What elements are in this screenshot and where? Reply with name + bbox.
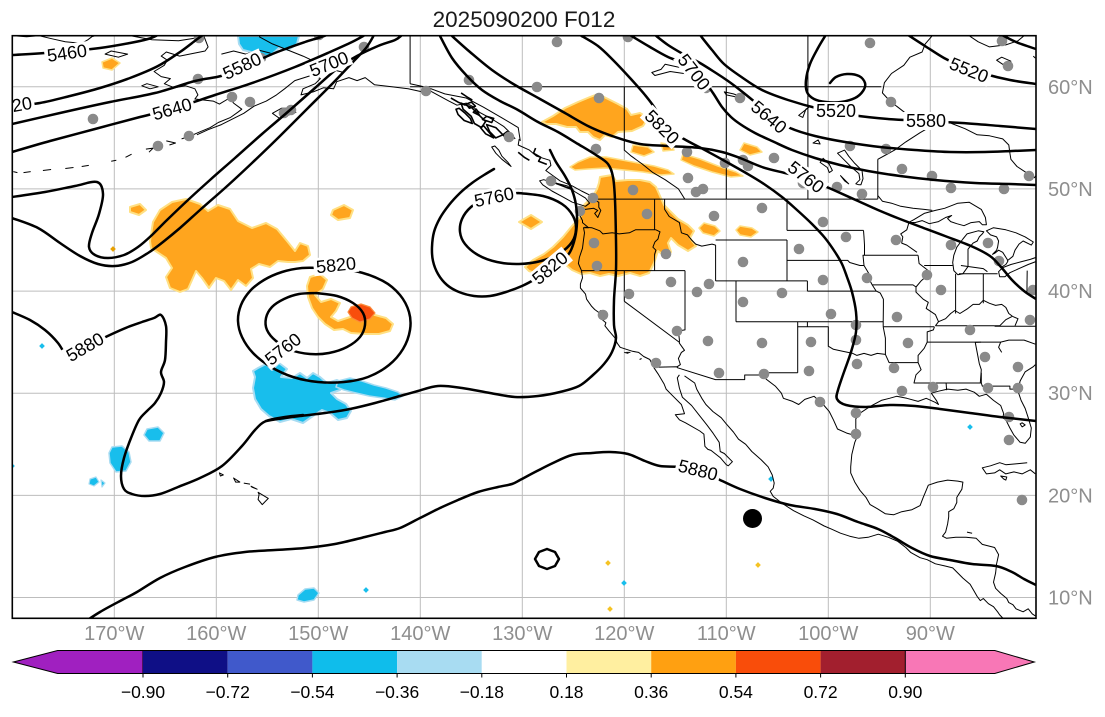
svg-text:0.72: 0.72 (804, 682, 838, 702)
svg-text:150°W: 150°W (288, 623, 348, 645)
svg-text:0.36: 0.36 (634, 682, 668, 702)
svg-text:0.18: 0.18 (549, 682, 583, 702)
svg-text:5520: 5520 (816, 101, 856, 121)
svg-text:5520: 5520 (0, 93, 33, 120)
svg-text:10°N: 10°N (1048, 588, 1093, 610)
svg-text:60°N: 60°N (1048, 77, 1093, 99)
svg-text:5820: 5820 (315, 253, 357, 277)
svg-text:160°W: 160°W (186, 623, 246, 645)
svg-text:40°N: 40°N (1048, 281, 1093, 303)
svg-text:−0.72: −0.72 (206, 682, 250, 702)
svg-text:100°W: 100°W (798, 623, 858, 645)
svg-text:−0.90: −0.90 (121, 682, 166, 702)
svg-text:−0.18: −0.18 (460, 682, 504, 702)
svg-text:5580: 5580 (906, 111, 946, 131)
svg-text:20°N: 20°N (1048, 485, 1093, 507)
svg-text:110°W: 110°W (697, 623, 756, 645)
svg-text:130°W: 130°W (492, 623, 552, 645)
svg-text:170°W: 170°W (84, 623, 144, 645)
svg-text:140°W: 140°W (390, 623, 450, 645)
svg-text:2025090200 F012: 2025090200 F012 (433, 7, 616, 32)
svg-text:30°N: 30°N (1048, 383, 1093, 405)
svg-text:−0.54: −0.54 (290, 682, 335, 702)
svg-text:120°W: 120°W (594, 623, 654, 645)
svg-text:0.90: 0.90 (888, 682, 922, 702)
svg-text:90°W: 90°W (906, 623, 955, 645)
svg-text:0.54: 0.54 (719, 682, 753, 702)
svg-text:−0.36: −0.36 (375, 682, 419, 702)
svg-text:50°N: 50°N (1048, 179, 1093, 201)
